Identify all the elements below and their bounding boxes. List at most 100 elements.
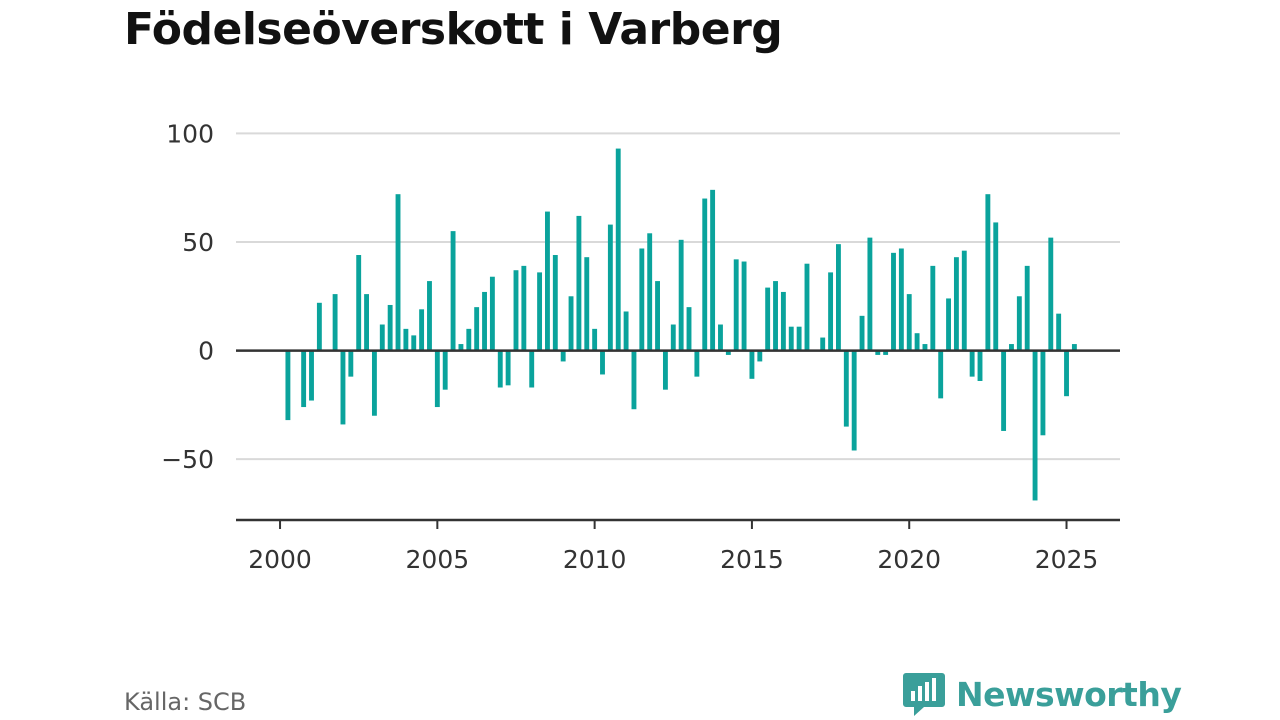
bar xyxy=(851,350,857,451)
bar xyxy=(356,255,362,351)
bar xyxy=(1032,350,1038,501)
bar xyxy=(1001,350,1007,431)
bar xyxy=(1009,344,1014,351)
bar xyxy=(576,215,582,351)
bar xyxy=(584,257,590,351)
source-label: Källa: SCB xyxy=(124,688,247,716)
bar xyxy=(875,350,881,355)
bar xyxy=(1024,265,1030,351)
bar xyxy=(1064,350,1069,397)
bar xyxy=(922,344,928,351)
bar xyxy=(820,337,826,351)
bar xyxy=(953,257,959,351)
bar xyxy=(780,291,786,351)
tick-labels: 100 50 0 −50 2000 2005 2010 2015 2020 2025 xyxy=(161,119,1098,574)
bar xyxy=(497,350,503,388)
bar xyxy=(938,350,944,399)
bar xyxy=(387,304,393,351)
bar xyxy=(607,224,613,351)
bar xyxy=(301,350,307,408)
brand-logo[interactable]: Newsworthy xyxy=(902,671,1182,717)
bar xyxy=(623,311,629,351)
bar xyxy=(450,231,456,351)
y-tick-label: 0 xyxy=(198,337,214,366)
bar xyxy=(773,281,778,351)
bar xyxy=(1048,237,1054,351)
bar xyxy=(710,189,716,351)
bar xyxy=(859,315,865,351)
bar xyxy=(1071,344,1077,351)
bar xyxy=(662,350,668,390)
bar xyxy=(482,291,487,351)
bar xyxy=(993,222,999,351)
bar xyxy=(513,270,519,351)
y-tick-label: 50 xyxy=(182,228,214,257)
bar xyxy=(316,302,322,351)
bar xyxy=(788,326,794,351)
bar xyxy=(639,248,645,351)
bar xyxy=(615,148,621,351)
bar xyxy=(985,194,991,351)
bar xyxy=(718,324,723,351)
x-tick-label: 2000 xyxy=(248,545,312,574)
bar xyxy=(395,194,401,351)
x-tick-label: 2015 xyxy=(720,545,784,574)
bar xyxy=(419,309,425,351)
bar xyxy=(836,244,841,351)
bar xyxy=(631,350,637,410)
bar xyxy=(757,350,763,362)
y-tick-label: −50 xyxy=(161,445,214,474)
bar xyxy=(560,350,566,362)
bar xyxy=(442,350,448,390)
bar xyxy=(309,350,314,401)
bar xyxy=(647,233,653,351)
bar xyxy=(796,326,802,351)
bar xyxy=(804,263,810,351)
y-tick-label: 100 xyxy=(166,119,214,148)
bar xyxy=(371,350,377,416)
bar xyxy=(364,294,369,351)
x-tick-label: 2020 xyxy=(877,545,941,574)
bar xyxy=(600,350,605,375)
bar xyxy=(725,350,731,355)
bar xyxy=(961,250,967,351)
bar xyxy=(521,265,527,351)
x-tick-label: 2010 xyxy=(563,545,627,574)
bar xyxy=(946,298,951,351)
bar xyxy=(930,265,936,351)
bar xyxy=(434,350,440,408)
bar xyxy=(702,198,708,351)
bar xyxy=(285,350,291,421)
bar xyxy=(505,350,511,386)
bar xyxy=(694,350,700,377)
bar xyxy=(332,294,338,351)
bar xyxy=(843,350,849,427)
bar xyxy=(906,294,912,351)
gridlines xyxy=(236,132,1120,461)
bar xyxy=(765,287,771,351)
brand-name: Newsworthy xyxy=(956,674,1182,714)
bar xyxy=(749,350,755,379)
bar xyxy=(867,237,873,351)
bar xyxy=(545,211,550,351)
x-tick-label: 2005 xyxy=(406,545,470,574)
bar xyxy=(466,328,472,351)
bar xyxy=(340,350,346,425)
bar xyxy=(733,259,739,351)
bar xyxy=(898,248,904,351)
bars xyxy=(285,148,1077,501)
bar-chart: 100 50 0 −50 2000 2005 2010 2015 2020 2025 xyxy=(161,119,1120,574)
bar xyxy=(403,328,409,351)
bar xyxy=(568,296,574,351)
bar xyxy=(1056,313,1062,351)
bar xyxy=(458,344,464,351)
bar xyxy=(552,255,558,351)
newsworthy-logo-icon xyxy=(903,673,945,716)
bar xyxy=(655,281,660,351)
x-tick-label: 2025 xyxy=(1035,545,1099,574)
bar xyxy=(741,261,747,351)
bar xyxy=(379,324,385,351)
chart-title: Födelseöverskott i Varberg xyxy=(124,4,783,55)
bar xyxy=(891,252,896,351)
bar xyxy=(969,350,975,377)
